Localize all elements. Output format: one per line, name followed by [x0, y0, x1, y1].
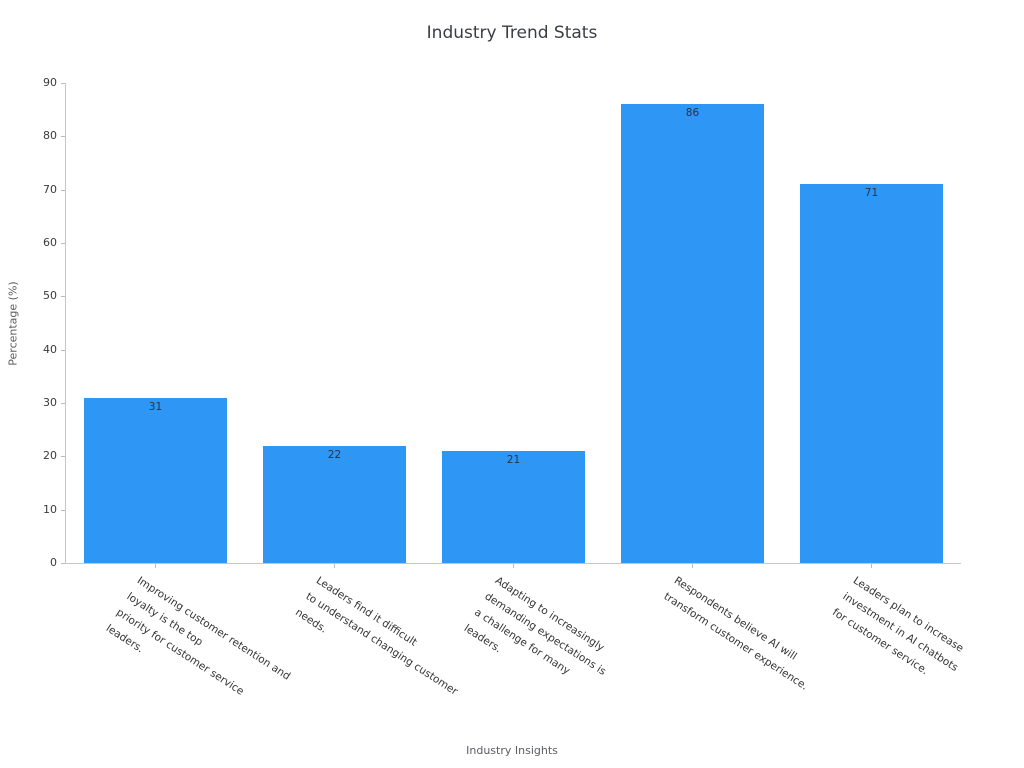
x-tick-label: Respondents believe AI will transform cu… [660, 574, 810, 693]
y-tick-label: 50 [43, 289, 57, 303]
bar-value-label: 86 [685, 107, 700, 120]
y-tick-mark [61, 136, 65, 138]
y-tick-label: 20 [43, 449, 57, 463]
x-tick-mark [870, 564, 872, 568]
y-tick-label: 60 [43, 236, 57, 249]
y-tick-label: 80 [43, 129, 57, 143]
y-tick-labels: 0 10 20 30 40 50 60 70 80 90 [0, 76, 57, 569]
bar: 86 [621, 104, 764, 563]
y-tick-mark [61, 296, 65, 298]
bar-value-label: 21 [506, 454, 521, 466]
bar-value-label: 71 [864, 187, 879, 200]
x-tick-label: Adapting to increasingly demanding expec… [461, 574, 608, 678]
x-tick-marks [65, 564, 960, 569]
bar: 31 [84, 397, 227, 563]
y-tick-label: 90 [43, 76, 57, 89]
y-tick-mark [61, 456, 65, 458]
chart-title: Industry Trend Stats [426, 23, 598, 43]
x-axis-label: Industry Insights [466, 744, 558, 757]
y-tick-mark [61, 83, 65, 84]
y-tick-label: 70 [43, 182, 57, 196]
x-tick-label: Leaders plan to increase investment in A… [829, 574, 966, 678]
y-tick-mark [61, 189, 65, 191]
y-tick-label: 30 [43, 396, 57, 409]
y-tick-mark [61, 563, 65, 564]
bar-value-label: 31 [148, 400, 163, 413]
bar: 71 [800, 184, 943, 563]
plot-area: 31 22 21 86 71 [65, 83, 961, 564]
x-tick-mark [154, 564, 156, 568]
x-tick-labels: Improving customer retention and loyalty… [65, 566, 985, 766]
bar: 21 [442, 451, 585, 563]
bar: 22 [263, 445, 406, 563]
y-tick-label: 10 [43, 502, 57, 516]
y-tick-mark [61, 243, 65, 244]
y-tick-marks [61, 83, 65, 564]
x-tick-mark [691, 564, 693, 568]
bar-value-label: 22 [327, 448, 342, 461]
y-tick-mark [61, 403, 65, 404]
y-tick-mark [61, 349, 65, 351]
x-tick-label: Leaders find it difficult to understand … [292, 574, 460, 698]
x-tick-mark [333, 564, 335, 568]
y-tick-label: 40 [43, 342, 57, 356]
x-tick-mark [512, 564, 514, 568]
x-tick-label: Improving customer retention and loyalty… [103, 574, 292, 698]
y-tick-mark [61, 509, 65, 511]
y-tick-label: 0 [50, 556, 57, 569]
